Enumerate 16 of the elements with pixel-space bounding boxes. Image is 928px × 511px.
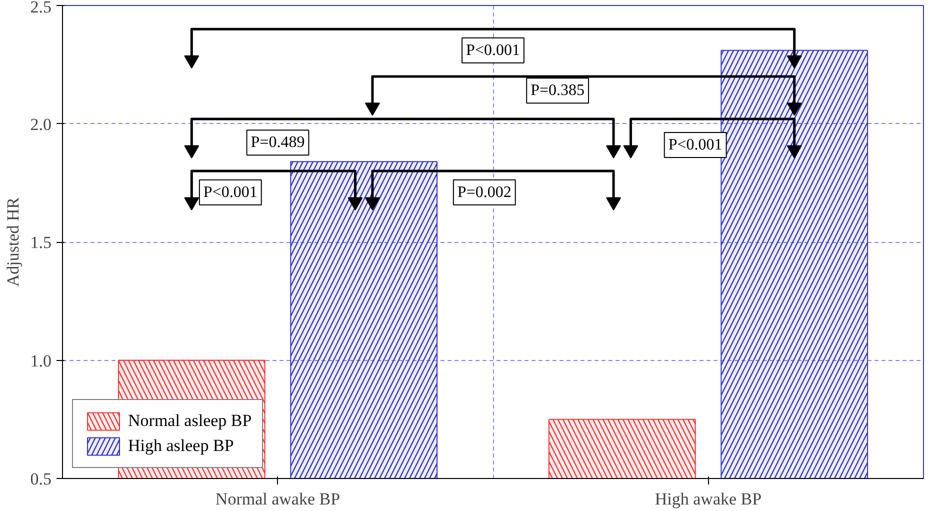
y-tick-label: 1.5 [30,233,52,252]
annotation: P<0.001 [203,184,258,201]
annotation: P=0.002 [457,184,512,201]
y-tick-label: 2.0 [30,114,52,134]
annotation: P<0.001 [668,136,722,154]
annotation: P<0.001 [466,42,520,59]
x-tick-label: High awake BP [654,490,762,508]
legend-label: High asleep BP [128,436,234,456]
y-tick-label: 2.5 [30,0,52,16]
y-axis-title: Adjusted HR [3,196,22,287]
y-tick-label: 1.0 [30,351,52,370]
annotation: P=0.385 [530,82,585,100]
annotation: P=0.489 [250,134,305,152]
y-tick-label: 0.5 [30,470,52,488]
legend-label: Normal asleep BP [128,411,252,431]
x-tick-label: Normal awake BP [215,490,340,508]
